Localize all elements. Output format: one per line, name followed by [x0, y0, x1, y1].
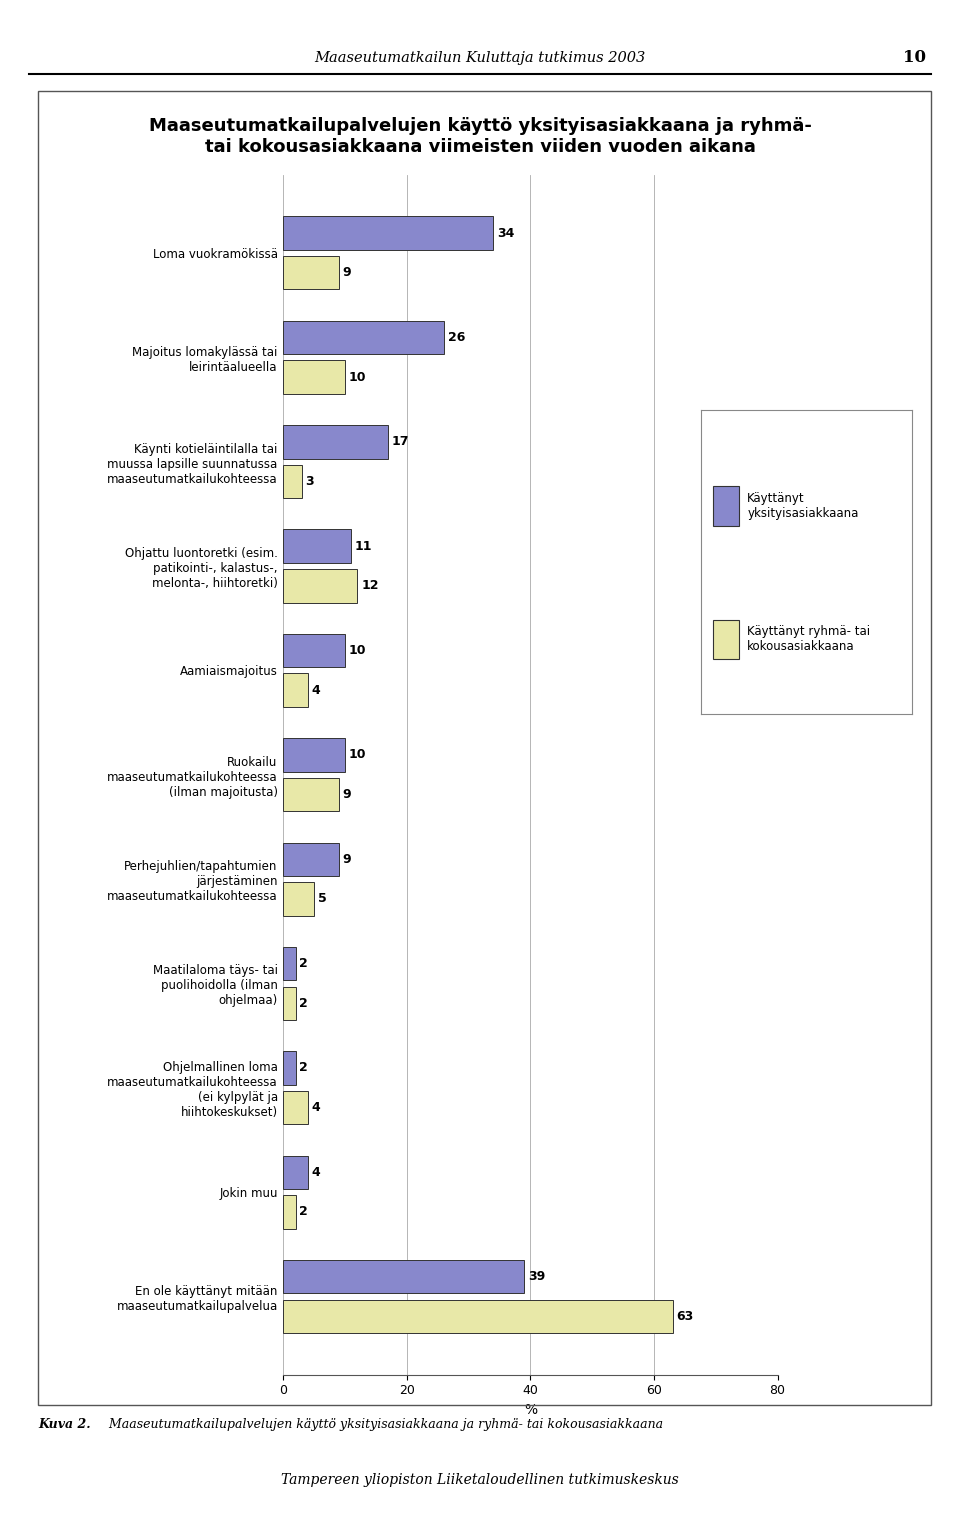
Text: 4: 4	[312, 684, 321, 697]
Bar	[713, 486, 739, 526]
Bar	[283, 425, 388, 459]
Text: 9: 9	[343, 788, 351, 801]
Text: Käyttänyt
yksityisasiakkaana: Käyttänyt yksityisasiakkaana	[747, 492, 858, 519]
Text: 10: 10	[348, 749, 366, 761]
Text: Maaseutumatkailun Kuluttaja tutkimus 2003: Maaseutumatkailun Kuluttaja tutkimus 200…	[314, 50, 646, 65]
Bar	[283, 843, 339, 876]
Bar	[283, 1091, 308, 1124]
Text: 10: 10	[348, 371, 366, 384]
Text: Tampereen yliopiston Liiketaloudellinen tutkimuskeskus: Tampereen yliopiston Liiketaloudellinen …	[281, 1472, 679, 1487]
Bar	[283, 570, 357, 603]
Text: 3: 3	[305, 475, 314, 488]
Text: Maaseutumatkailupalvelujen käyttö yksityisasiakkaana ja ryhmä- tai kokousasiakka: Maaseutumatkailupalvelujen käyttö yksity…	[101, 1419, 663, 1431]
Bar	[283, 883, 314, 916]
Text: 5: 5	[318, 892, 326, 905]
Text: 10: 10	[348, 644, 366, 658]
Text: 4: 4	[312, 1165, 321, 1179]
Text: 2: 2	[300, 1062, 308, 1074]
Bar	[283, 360, 345, 393]
Bar	[283, 673, 308, 706]
Text: 9: 9	[343, 266, 351, 279]
Bar	[283, 1259, 524, 1293]
Text: 2: 2	[300, 996, 308, 1010]
Bar	[283, 530, 351, 564]
Bar	[283, 1300, 673, 1334]
Text: 4: 4	[312, 1101, 321, 1113]
Text: Käyttänyt ryhmä- tai
kokousasiakkaana: Käyttänyt ryhmä- tai kokousasiakkaana	[747, 626, 871, 653]
Text: Maaseutumatkailupalvelujen käyttö yksityisasiakkaana ja ryhmä-
tai kokousasiakka: Maaseutumatkailupalvelujen käyttö yksity…	[149, 117, 811, 156]
Text: 10: 10	[903, 49, 926, 67]
Bar	[283, 216, 493, 249]
Bar	[283, 986, 296, 1019]
Bar	[283, 1156, 308, 1189]
Bar	[283, 633, 345, 667]
Bar	[283, 778, 339, 811]
Bar	[283, 738, 345, 772]
X-axis label: %: %	[524, 1404, 537, 1417]
Bar	[283, 1051, 296, 1085]
Text: 2: 2	[300, 1206, 308, 1218]
Text: 2: 2	[300, 957, 308, 971]
Text: 11: 11	[355, 539, 372, 553]
Text: 26: 26	[447, 331, 465, 343]
Bar	[283, 1195, 296, 1229]
Bar	[283, 946, 296, 980]
Bar	[283, 465, 301, 498]
Bar	[283, 257, 339, 290]
Text: 9: 9	[343, 852, 351, 866]
Text: 12: 12	[361, 579, 378, 592]
Bar	[713, 620, 739, 659]
Text: 34: 34	[497, 226, 515, 240]
Text: Kuva 2.: Kuva 2.	[38, 1419, 91, 1431]
Text: 39: 39	[528, 1270, 545, 1284]
Bar	[283, 321, 444, 354]
Text: 63: 63	[676, 1309, 693, 1323]
Text: 17: 17	[392, 436, 410, 448]
